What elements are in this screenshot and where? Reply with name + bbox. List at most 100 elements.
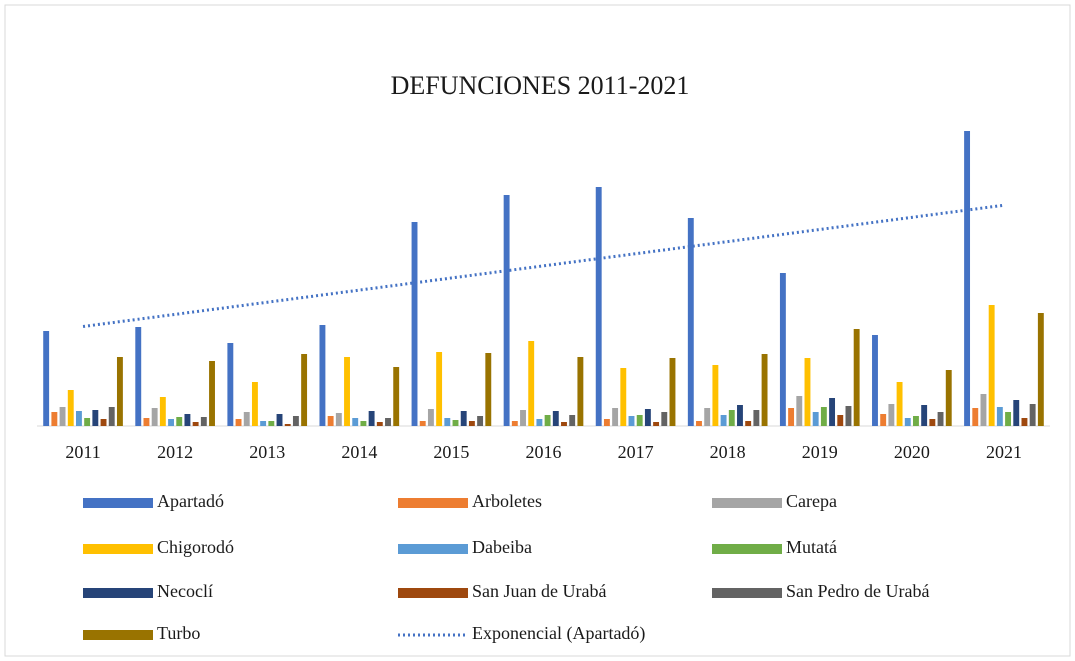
legend-label: Exponencial (Apartadó) <box>472 623 645 644</box>
legend-label: San Juan de Urabá <box>472 581 606 601</box>
bar <box>628 416 635 426</box>
legend-label: Apartadó <box>157 491 224 511</box>
bar <box>184 414 191 426</box>
bar <box>235 419 242 426</box>
legend-swatch <box>398 544 468 554</box>
legend-label: Turbo <box>157 623 200 643</box>
bar <box>745 421 752 426</box>
bar <box>929 419 936 426</box>
bar <box>143 418 150 426</box>
bar <box>284 424 291 426</box>
bar <box>636 415 643 426</box>
bar <box>561 422 567 426</box>
bar <box>577 357 584 426</box>
bar <box>376 422 383 426</box>
bar <box>411 222 418 426</box>
legend-swatch <box>83 630 153 640</box>
bar <box>243 412 250 426</box>
chart-title: DEFUNCIONES 2011-2021 <box>391 71 690 100</box>
legend-swatch <box>83 498 153 508</box>
bar <box>135 327 142 426</box>
bar <box>168 419 174 426</box>
bar <box>544 415 551 426</box>
bar <box>779 273 786 426</box>
bar <box>996 407 1003 426</box>
legend-swatch <box>712 588 782 598</box>
bar <box>200 417 207 426</box>
bar <box>251 382 258 426</box>
bar <box>812 412 819 426</box>
bar <box>837 415 844 426</box>
legend-label: Arboletes <box>472 491 542 511</box>
bar <box>1037 313 1044 426</box>
bar <box>100 419 107 426</box>
bar <box>728 410 735 426</box>
bar <box>1029 404 1036 426</box>
bar <box>327 416 334 426</box>
bar <box>661 412 668 426</box>
bar <box>393 367 400 426</box>
bar <box>820 407 827 426</box>
bar <box>192 422 199 426</box>
bar <box>712 365 719 426</box>
legend-swatch <box>712 544 782 554</box>
bar <box>644 409 651 426</box>
bar <box>452 420 459 426</box>
bar <box>888 404 895 426</box>
bar <box>653 422 660 426</box>
x-tick-label: 2018 <box>710 442 746 462</box>
bar <box>880 414 887 426</box>
bar <box>612 408 619 426</box>
legend-label: Chigorodó <box>157 537 234 557</box>
bar <box>696 421 702 426</box>
bar <box>964 131 971 426</box>
legend-swatch <box>83 544 153 554</box>
bar <box>569 415 576 426</box>
bar <box>51 412 58 426</box>
bar <box>427 409 434 426</box>
bar <box>595 187 602 426</box>
x-tick-label: 2013 <box>249 442 285 462</box>
bar <box>520 410 526 426</box>
legend-label: Mutatá <box>786 537 837 557</box>
bar <box>829 398 836 426</box>
bar <box>1021 418 1028 426</box>
bar <box>737 405 743 426</box>
bar <box>503 195 510 426</box>
bar <box>301 354 308 426</box>
bar <box>385 418 391 426</box>
bar <box>444 418 451 426</box>
bar <box>227 343 234 426</box>
bar <box>92 410 99 426</box>
bar <box>552 411 559 426</box>
bar <box>972 408 979 426</box>
legend-label: San Pedro de Urabá <box>786 581 929 601</box>
bar <box>260 421 267 426</box>
bar <box>419 421 426 426</box>
bar <box>344 357 350 426</box>
legend-label: Necoclí <box>157 581 213 601</box>
bar <box>511 421 518 426</box>
legend-label: Dabeiba <box>472 537 532 557</box>
x-tick-label: 2012 <box>157 442 193 462</box>
bar <box>360 421 367 426</box>
bar <box>536 419 543 426</box>
bar <box>704 408 711 426</box>
bar <box>796 396 803 426</box>
bar <box>116 357 123 426</box>
bar <box>468 421 475 426</box>
bar <box>528 341 535 426</box>
x-tick-label: 2011 <box>65 442 100 462</box>
bar <box>268 421 275 426</box>
bar <box>761 354 768 426</box>
legend-swatch <box>398 498 468 508</box>
x-tick-label: 2015 <box>433 442 469 462</box>
bar <box>436 352 443 426</box>
bar <box>1005 412 1012 426</box>
x-tick-label: 2014 <box>341 442 377 462</box>
bar <box>485 353 492 426</box>
bar <box>43 331 50 426</box>
bar <box>151 408 158 426</box>
bar <box>176 417 183 426</box>
